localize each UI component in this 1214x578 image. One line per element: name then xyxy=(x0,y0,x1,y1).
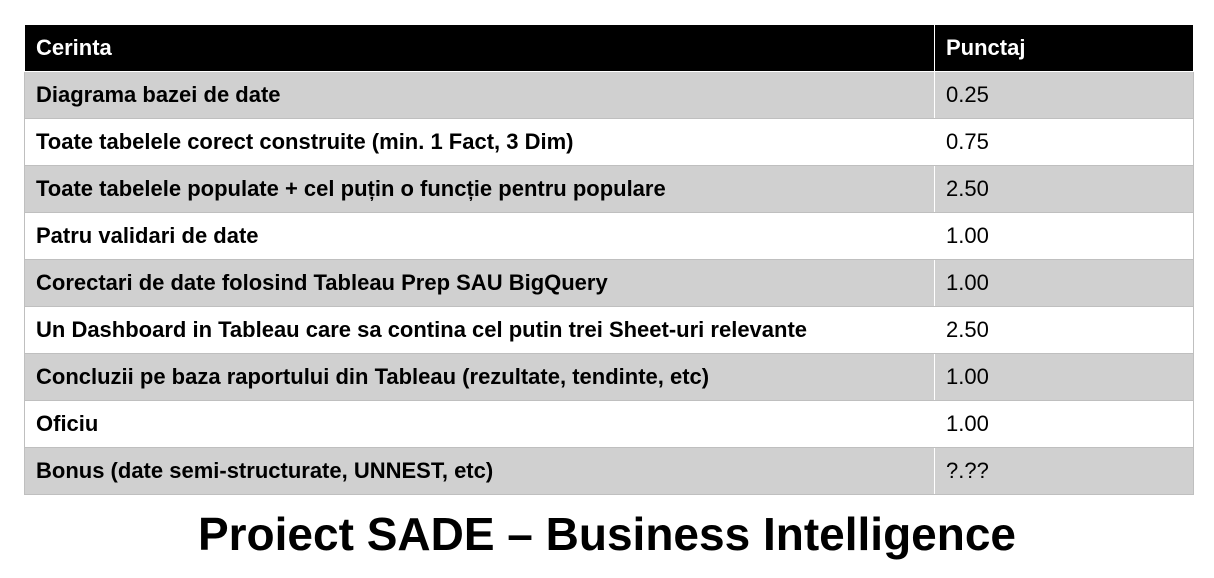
requirement-cell: Toate tabelele populate + cel puțin o fu… xyxy=(24,165,935,213)
table-row: Oficiu 1.00 xyxy=(24,400,1194,448)
table-row: Toate tabelele populate + cel puțin o fu… xyxy=(24,165,1194,213)
points-cell: 0.75 xyxy=(934,118,1194,166)
table-header-row: Cerinta Punctaj xyxy=(24,24,1194,72)
requirement-cell: Toate tabelele corect construite (min. 1… xyxy=(24,118,935,166)
requirement-cell: Patru validari de date xyxy=(24,212,935,260)
table-row: Corectari de date folosind Tableau Prep … xyxy=(24,259,1194,307)
requirement-cell: Corectari de date folosind Tableau Prep … xyxy=(24,259,935,307)
table-row: Diagrama bazei de date 0.25 xyxy=(24,71,1194,119)
points-cell: 1.00 xyxy=(934,400,1194,448)
requirement-cell: Concluzii pe baza raportului din Tableau… xyxy=(24,353,935,401)
header-points: Punctaj xyxy=(934,24,1194,72)
table-row: Bonus (date semi-structurate, UNNEST, et… xyxy=(24,447,1194,495)
table-row: Patru validari de date 1.00 xyxy=(24,212,1194,260)
page-title: Proiect SADE – Business Intelligence xyxy=(197,508,1017,560)
requirement-cell: Diagrama bazei de date xyxy=(24,71,935,119)
requirement-cell: Un Dashboard in Tableau care sa contina … xyxy=(24,306,935,354)
table-row: Toate tabelele corect construite (min. 1… xyxy=(24,118,1194,166)
points-cell: 1.00 xyxy=(934,353,1194,401)
points-cell: 2.50 xyxy=(934,306,1194,354)
requirement-cell: Bonus (date semi-structurate, UNNEST, et… xyxy=(24,447,935,495)
table-row: Un Dashboard in Tableau care sa contina … xyxy=(24,306,1194,354)
points-cell: 2.50 xyxy=(934,165,1194,213)
points-cell: 1.00 xyxy=(934,259,1194,307)
requirement-cell: Oficiu xyxy=(24,400,935,448)
table-row: Concluzii pe baza raportului din Tableau… xyxy=(24,353,1194,401)
points-cell: ?.?? xyxy=(934,447,1194,495)
grading-table: Cerinta Punctaj Diagrama bazei de date 0… xyxy=(24,24,1194,495)
points-cell: 1.00 xyxy=(934,212,1194,260)
points-cell: 0.25 xyxy=(934,71,1194,119)
header-requirement: Cerinta xyxy=(24,24,935,72)
